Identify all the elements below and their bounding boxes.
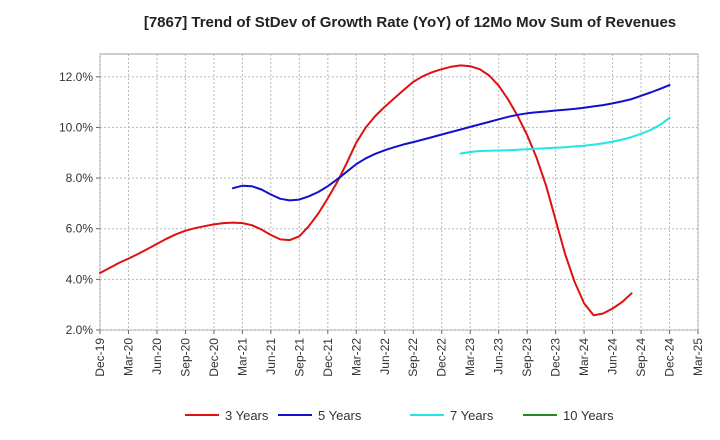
chart-title: [7867] Trend of StDev of Growth Rate (Yo… xyxy=(144,14,676,31)
legend-label-5-years: 5 Years xyxy=(318,408,362,423)
x-tick-label: Mar-24 xyxy=(577,338,591,376)
x-tick-label: Dec-21 xyxy=(321,338,335,377)
x-tick-label: Mar-23 xyxy=(463,338,477,376)
x-tick-label: Sep-21 xyxy=(292,338,306,377)
x-tick-label: Sep-22 xyxy=(406,338,420,377)
x-tick-label: Dec-19 xyxy=(93,338,107,377)
x-tick-label: Jun-24 xyxy=(606,338,620,375)
x-tick-label: Mar-20 xyxy=(121,338,135,376)
x-tick-label: Mar-25 xyxy=(691,338,705,376)
series-line-3-years xyxy=(99,64,633,317)
plot-area xyxy=(99,53,699,331)
y-tick-label: 12.0% xyxy=(59,70,93,84)
y-tick-label: 10.0% xyxy=(59,120,93,134)
y-tick-label: 8.0% xyxy=(66,171,94,185)
x-tick-label: Mar-21 xyxy=(235,338,249,376)
x-axis: Dec-19 Mar-20 Jun-20 Sep-20 Dec-20 Mar-21 Jun-… xyxy=(93,330,705,377)
y-tick-label: 6.0% xyxy=(66,222,94,236)
x-tick-label: Jun-21 xyxy=(264,338,278,375)
y-axis: 2.0% 4.0% 6.0% 8.0% 10.0% 12.0% xyxy=(59,70,100,337)
legend: 3 Years 5 Years 7 Years 10 Years xyxy=(185,408,614,423)
series-lines xyxy=(99,64,671,317)
x-tick-label: Dec-22 xyxy=(435,338,449,377)
gridlines xyxy=(99,54,699,331)
x-tick-label: Dec-24 xyxy=(663,338,677,377)
x-tick-label: Mar-22 xyxy=(349,338,363,376)
legend-label-7-years: 7 Years xyxy=(450,408,494,423)
x-tick-label: Dec-23 xyxy=(549,338,563,377)
series-line-7-years xyxy=(459,116,671,155)
x-tick-label: Dec-20 xyxy=(207,338,221,377)
y-tick-label: 4.0% xyxy=(66,272,94,286)
x-tick-label: Sep-23 xyxy=(520,338,534,377)
x-tick-label: Jun-20 xyxy=(150,338,164,375)
series-line-5-years xyxy=(231,84,671,202)
x-tick-label: Jun-23 xyxy=(492,338,506,375)
y-tick-label: 2.0% xyxy=(66,323,94,337)
legend-label-3-years: 3 Years xyxy=(225,408,269,423)
x-tick-label: Jun-22 xyxy=(378,338,392,375)
x-tick-label: Sep-20 xyxy=(178,338,192,377)
legend-label-10-years: 10 Years xyxy=(563,408,614,423)
x-tick-label: Sep-24 xyxy=(634,338,648,377)
